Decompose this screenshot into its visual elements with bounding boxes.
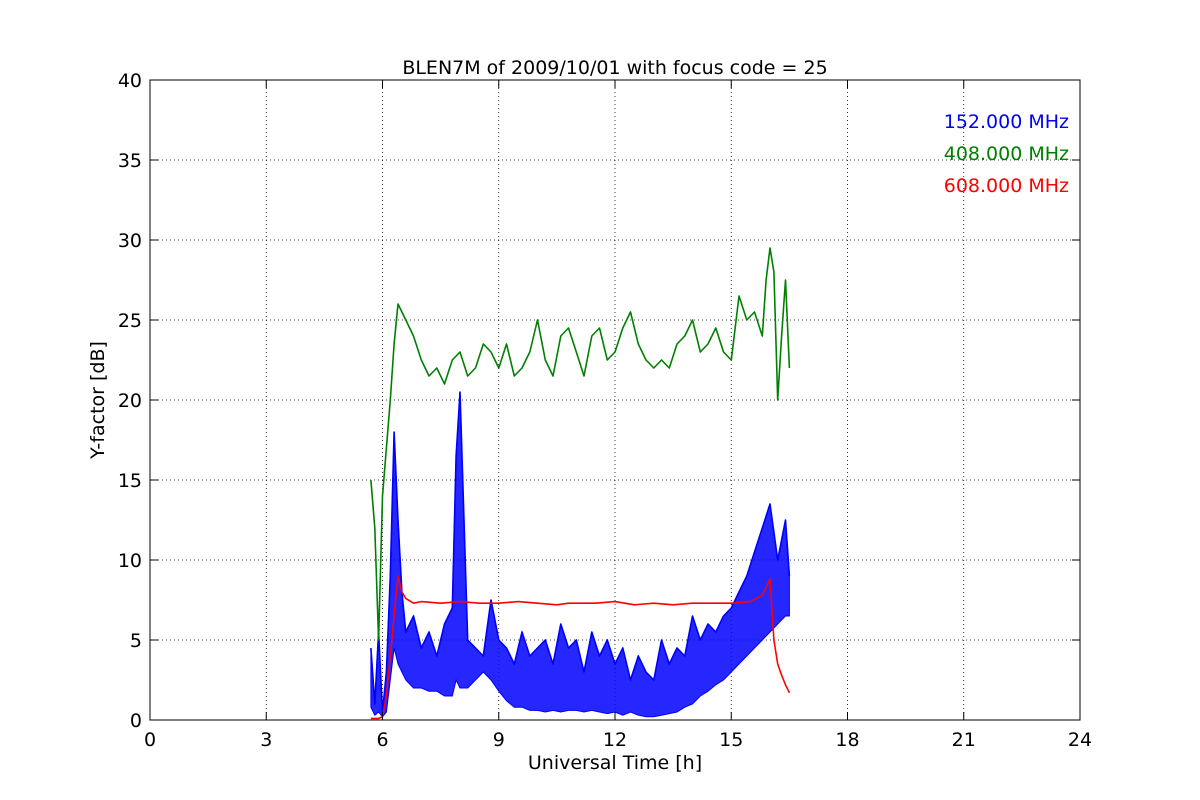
grid [149,79,1081,721]
x-tick-label: 18 [835,729,859,751]
y-tick-label: 15 [118,470,142,492]
y-tick-label: 35 [118,150,142,172]
x-tick-label: 21 [952,729,976,751]
y-tick-label: 5 [130,630,142,652]
legend-entry: 608.000 MHz [944,175,1069,197]
plot-area [370,247,791,720]
y-axis-label: Y-factor [dB] [87,341,109,460]
axis-ticks: 0 3 6 9 12 15 18 21 24 0 5 10 15 20 25 30 35 40 [118,70,1092,751]
legend-entry: 152.000 MHz [944,111,1069,133]
chart-title: BLEN7M of 2009/10/01 with focus code = 2… [402,57,827,79]
y-tick-label: 20 [118,390,142,412]
x-tick-label: 9 [493,729,505,751]
series-line-608-000-mhz [370,575,791,720]
y-tick-label: 0 [130,710,142,732]
x-tick-label: 24 [1068,729,1092,751]
x-tick-label: 3 [260,729,272,751]
y-tick-label: 10 [118,550,142,572]
y-tick-label: 40 [118,70,142,92]
series-line-152-000-mhz [370,391,791,713]
series-line-408-000-mhz [370,247,791,641]
x-tick-label: 0 [144,729,156,751]
x-axis-label: Universal Time [h] [528,752,702,774]
legend: 152.000 MHz 408.000 MHz 608.000 MHz [944,111,1069,197]
y-tick-label: 25 [118,310,142,332]
legend-entry: 408.000 MHz [944,143,1069,165]
y-tick-label: 30 [118,230,142,252]
x-tick-label: 12 [603,729,627,751]
x-tick-label: 6 [376,729,388,751]
x-tick-label: 15 [719,729,743,751]
series-band-152-000-mhz [370,391,790,718]
